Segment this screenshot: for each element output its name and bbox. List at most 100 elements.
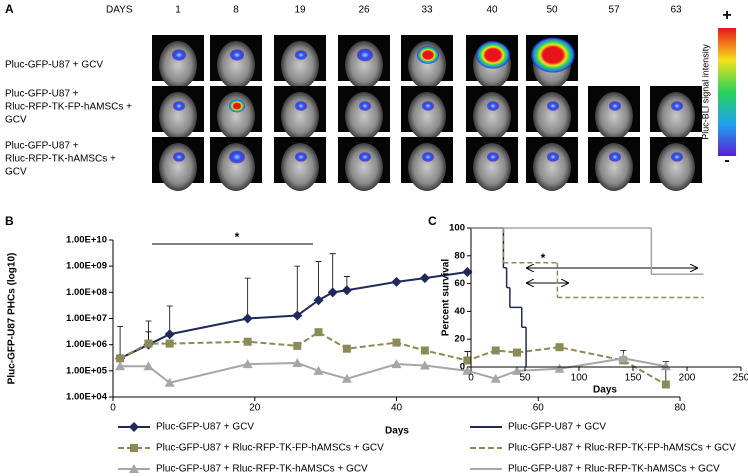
y-tick-label: 1.00E+05 (66, 365, 108, 376)
marker (243, 337, 252, 346)
marker (491, 346, 500, 355)
day-label: 33 (421, 5, 433, 16)
day-label: 57 (608, 5, 620, 16)
x-tick-label: 250 (733, 373, 748, 384)
mouse-head (408, 92, 446, 140)
bli-signal (357, 48, 373, 62)
x-tick-label: 20 (249, 403, 261, 414)
marker (490, 373, 501, 383)
panel-label: A (5, 2, 14, 16)
y-tick-label: 60 (454, 278, 465, 289)
row-label: Pluc-GFP-U87 + (5, 141, 79, 152)
error-bar (315, 261, 322, 301)
x-tick-label: 40 (391, 403, 403, 414)
mouse-head (595, 143, 633, 191)
colorbar-max: + (722, 7, 731, 24)
marker (242, 359, 253, 369)
error-bar (294, 265, 301, 316)
bli-signal (487, 101, 499, 111)
x-tick-label: 150 (625, 373, 642, 384)
bli-signal (476, 41, 510, 69)
bli-signal (359, 152, 371, 162)
error-bar (117, 325, 124, 359)
row-label: Rluc-RFP-TK-hAMSCs + (5, 154, 116, 165)
marker (242, 313, 253, 324)
x-tick-label: 0 (468, 373, 474, 384)
mouse-head (345, 143, 383, 191)
bli-signal (547, 101, 559, 111)
marker (164, 377, 175, 387)
panel-label: C (428, 214, 437, 228)
row-label: GCV (5, 167, 27, 178)
day-label: 19 (294, 5, 306, 16)
marker (660, 361, 671, 371)
marker (314, 328, 323, 337)
marker (342, 344, 351, 353)
legend-label: Pluc-GFP-U87 + Rluc-RFP-TK-hAMSCs + GCV (508, 464, 720, 475)
mouse-head (281, 41, 319, 89)
days-title: DAYS (106, 5, 133, 16)
x-axis-title: Days (593, 385, 617, 396)
mouse-head (408, 143, 446, 191)
marker (511, 365, 522, 375)
marker (462, 266, 473, 277)
y-tick-label: 1.00E+07 (66, 313, 107, 324)
marker (420, 346, 429, 355)
mouse-head (159, 41, 197, 89)
y-tick-label: 80 (454, 250, 465, 261)
legend-label: Pluc-GFP-U87 + Rluc-RFP-TK-FP-hAMSCs + G… (156, 443, 384, 454)
mouse-head (281, 92, 319, 140)
bli-signal (229, 150, 245, 164)
bli-signal (422, 152, 434, 162)
mouse-head (473, 92, 511, 140)
day-label: 40 (486, 5, 498, 16)
bli-signal (671, 101, 683, 111)
mouse-head (533, 143, 571, 191)
y-tick-label: 1.00E+04 (66, 392, 108, 403)
marker (293, 341, 302, 350)
day-label: 63 (670, 5, 682, 16)
marker (313, 365, 324, 375)
mouse-head (473, 143, 511, 191)
day-label: 1 (175, 5, 181, 16)
marker (116, 354, 125, 363)
day-label: 26 (358, 5, 370, 16)
marker (554, 363, 565, 373)
marker (392, 338, 401, 347)
mouse-head (217, 41, 255, 89)
bli-signal (417, 46, 439, 64)
row-label: GCV (5, 115, 27, 126)
marker (115, 361, 126, 371)
row-label: Rluc-RFP-TK-FP-hAMSCs + (5, 102, 132, 113)
bli-signal (229, 99, 245, 113)
marker (292, 357, 303, 367)
mouse-head (657, 92, 695, 140)
marker (144, 339, 153, 348)
marker (341, 285, 352, 296)
row-label: Pluc-GFP-U87 + GCV (5, 60, 103, 71)
y-axis-title: Percent survival (441, 259, 452, 336)
bli-signal (295, 152, 307, 162)
panel-label: B (5, 214, 14, 228)
marker (419, 360, 430, 370)
mouse-head (281, 143, 319, 191)
marker (165, 339, 174, 348)
y-tick-label: 0 (460, 362, 465, 373)
bli-signal (173, 152, 185, 162)
x-tick-label: 0 (110, 403, 116, 414)
bli-signal (230, 49, 244, 61)
x-axis-title: Days (385, 426, 409, 437)
x-tick-label: 200 (679, 373, 696, 384)
bli-signal (609, 152, 621, 162)
marker (462, 365, 473, 375)
y-tick-label: 1.00E+09 (66, 261, 107, 272)
annotation: * (235, 230, 240, 244)
bli-signal (547, 152, 559, 162)
error-bar (329, 253, 336, 293)
bli-signal (359, 101, 371, 111)
marker (313, 295, 324, 306)
colorbar (718, 28, 736, 156)
marker (618, 353, 629, 363)
marker (463, 356, 472, 365)
